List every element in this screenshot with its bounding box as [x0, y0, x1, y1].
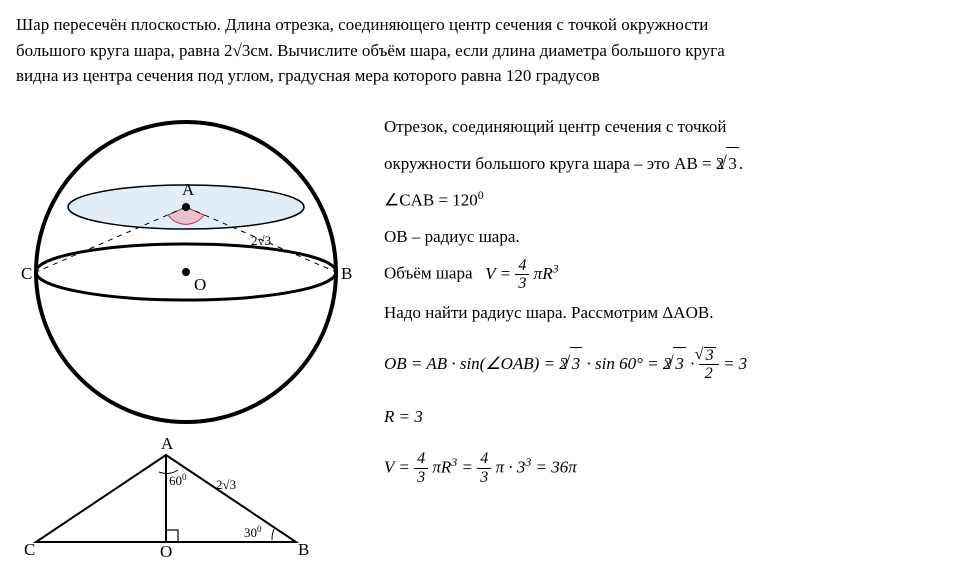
svg-text:2√3: 2√3: [251, 233, 271, 248]
diagram-column: 2√3 A C B O A C B O 600 2√3 300: [16, 107, 356, 567]
solution-text-3: OB – радиус шара.: [384, 221, 947, 253]
svg-text:B: B: [298, 540, 309, 559]
svg-text:2√3: 2√3: [216, 477, 236, 492]
sphere-diagram: 2√3 A C B O: [16, 107, 356, 437]
r-value: R = 3: [384, 401, 947, 433]
solution-text-5: Надо найти радиус шара. Рассмотрим ΔAOB.: [384, 297, 947, 329]
svg-text:600: 600: [169, 472, 187, 488]
problem-line2: большого круга шара, равна 2√3см. Вычисл…: [16, 41, 725, 60]
final-volume: V = 43 πR3 = 43 π · 33 = 36π: [384, 451, 947, 486]
svg-text:A: A: [161, 437, 174, 453]
svg-text:O: O: [160, 542, 172, 561]
solution-text-1b: окружности большого круга шара – это AB …: [384, 147, 947, 180]
svg-text:300: 300: [244, 524, 262, 540]
solution-text-1a: Отрезок, соединяющий центр сечения с точ…: [384, 111, 947, 143]
triangle-diagram: A C B O 600 2√3 300: [16, 437, 316, 567]
solution-column: Отрезок, соединяющий центр сечения с точ…: [384, 107, 947, 567]
problem-statement: Шар пересечён плоскостью. Длина отрезка,…: [16, 12, 947, 89]
ob-calculation: OB = AB · sin(∠OAB) = 23 · sin 60° = 23 …: [384, 347, 947, 383]
svg-text:C: C: [21, 264, 32, 283]
problem-line1: Шар пересечён плоскостью. Длина отрезка,…: [16, 15, 708, 34]
svg-text:C: C: [24, 540, 35, 559]
svg-text:A: A: [182, 180, 195, 199]
solution-text-2: ∠CAB = 1200: [384, 184, 947, 217]
problem-line3: видна из центра сечения под углом, граду…: [16, 66, 600, 85]
svg-text:B: B: [341, 264, 352, 283]
volume-formula: Объём шара V = 43 πR3: [384, 257, 947, 292]
svg-text:O: O: [194, 275, 206, 294]
